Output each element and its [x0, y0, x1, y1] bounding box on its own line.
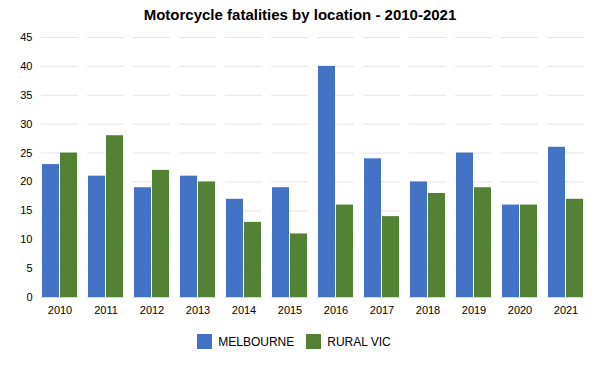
- svg-text:15: 15: [20, 204, 32, 216]
- svg-text:2018: 2018: [416, 304, 440, 316]
- html-text:Motorcycle fatalities by locat: Motorcycle fatalities by location - 2010…: [143, 6, 457, 23]
- svg-text:30: 30: [20, 118, 32, 130]
- svg-text:10: 10: [20, 233, 32, 245]
- svg-text:5: 5: [26, 262, 32, 274]
- svg-text:2014: 2014: [232, 304, 256, 316]
- svg-text:2015: 2015: [278, 304, 302, 316]
- html-text:RURAL VIC: RURAL VIC: [327, 334, 391, 349]
- svg-text:2019: 2019: [462, 304, 486, 316]
- svg-text:2016: 2016: [324, 304, 348, 316]
- svg-text:2011: 2011: [94, 304, 118, 316]
- svg-text:40: 40: [20, 60, 32, 72]
- svg-text:0: 0: [26, 291, 32, 303]
- svg-text:45: 45: [20, 31, 32, 43]
- svg-text:2017: 2017: [370, 304, 394, 316]
- svg-text:20: 20: [20, 175, 32, 187]
- svg-text:25: 25: [20, 147, 32, 159]
- svg-text:2013: 2013: [186, 304, 210, 316]
- html-text:MELBOURNE: MELBOURNE: [218, 334, 295, 349]
- svg-text:2010: 2010: [48, 304, 72, 316]
- svg-text:2012: 2012: [140, 304, 164, 316]
- svg-text:2020: 2020: [508, 304, 532, 316]
- svg-text:35: 35: [20, 89, 32, 101]
- svg-text:2021: 2021: [554, 304, 578, 316]
